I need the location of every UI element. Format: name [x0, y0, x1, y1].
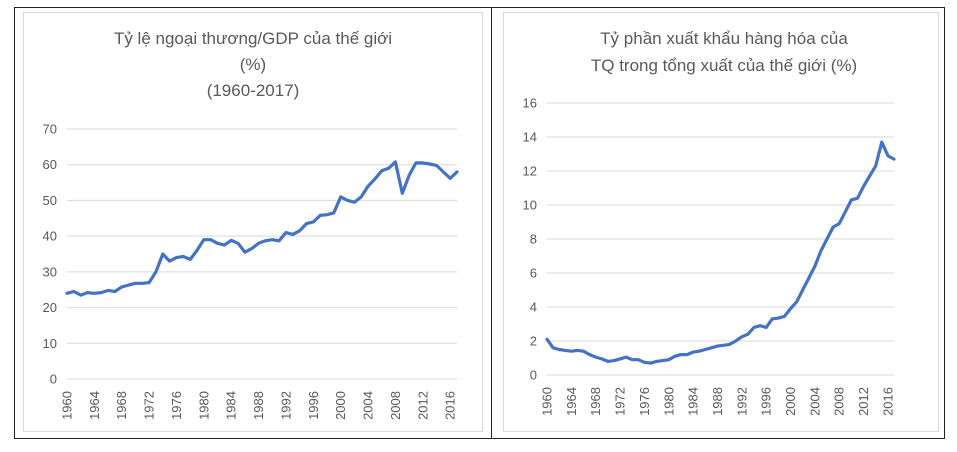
- x-tick-label: 1972: [142, 391, 157, 420]
- y-tick-label: 8: [530, 232, 537, 247]
- y-tick-label: 60: [43, 157, 57, 172]
- x-tick-label: 1968: [588, 387, 603, 416]
- frame-divider: [491, 7, 492, 439]
- y-tick-label: 0: [50, 372, 57, 387]
- x-tick-label: 1980: [196, 391, 211, 420]
- y-tick-label: 40: [43, 229, 57, 244]
- x-tick-label: 1964: [564, 387, 579, 416]
- outer-frame: [14, 7, 945, 439]
- x-tick-label: 2008: [832, 387, 847, 416]
- chart-panel-trade-gdp: Tỷ lệ ngoại thương/GDP của thế giới (%) …: [23, 12, 483, 432]
- y-tick-label: 70: [43, 122, 57, 137]
- y-tick-label: 0: [530, 368, 537, 383]
- series-line: [545, 140, 896, 365]
- chart-panel-china-export-share: Tỷ phần xuất khẩu hàng hóa của TQ trong …: [503, 12, 939, 432]
- x-tick-label: 1992: [278, 391, 293, 420]
- chart-title-line-2: TQ trong tổng xuất của thế giới (%): [591, 56, 857, 75]
- x-tick-label: 1988: [251, 391, 266, 420]
- x-tick-label: 1996: [306, 391, 321, 420]
- x-tick-label: 1968: [114, 391, 129, 420]
- y-tick-label: 4: [530, 300, 537, 315]
- chart-china-export-share: Tỷ phần xuất khẩu hàng hóa của TQ trong …: [523, 29, 896, 416]
- x-tick-label: 1960: [60, 391, 75, 420]
- x-tick-label: 1996: [759, 387, 774, 416]
- x-tick-label: 1984: [686, 387, 701, 416]
- x-tick-label: 2016: [880, 387, 895, 416]
- x-tick-label: 2016: [443, 391, 458, 420]
- x-tick-label: 2008: [388, 391, 403, 420]
- chart-title-line-3: (1960-2017): [207, 81, 300, 100]
- series-line: [65, 160, 459, 297]
- x-tick-label: 2004: [807, 387, 822, 416]
- x-tick-label: 1992: [734, 387, 749, 416]
- x-tick-label: 2012: [415, 391, 430, 420]
- y-tick-label: 10: [523, 198, 537, 213]
- y-tick-label: 2: [530, 334, 537, 349]
- x-tick-label: 1984: [224, 391, 239, 420]
- x-tick-label: 1964: [87, 391, 102, 420]
- x-tick-label: 2012: [856, 387, 871, 416]
- x-tick-label: 1988: [710, 387, 725, 416]
- y-tick-label: 16: [523, 96, 537, 111]
- y-tick-label: 50: [43, 193, 57, 208]
- x-tick-label: 1980: [661, 387, 676, 416]
- x-tick-label: 1976: [637, 387, 652, 416]
- x-tick-label: 2000: [783, 387, 798, 416]
- y-tick-label: 14: [523, 130, 537, 145]
- y-tick-label: 30: [43, 264, 57, 279]
- chart-trade-gdp: Tỷ lệ ngoại thương/GDP của thế giới (%) …: [43, 29, 459, 420]
- y-tick-label: 6: [530, 266, 537, 281]
- chart-title-line-1: Tỷ lệ ngoại thương/GDP của thế giới: [114, 29, 392, 48]
- x-tick-label: 2000: [333, 391, 348, 420]
- x-tick-label: 1972: [613, 387, 628, 416]
- y-tick-label: 20: [43, 300, 57, 315]
- chart-title-line-1: Tỷ phần xuất khẩu hàng hóa của: [600, 29, 848, 48]
- chart-title-line-2: (%): [240, 55, 266, 74]
- y-tick-label: 10: [43, 336, 57, 351]
- x-tick-label: 1960: [540, 387, 555, 416]
- x-tick-label: 2004: [361, 391, 376, 420]
- y-tick-label: 12: [523, 164, 537, 179]
- x-tick-label: 1976: [169, 391, 184, 420]
